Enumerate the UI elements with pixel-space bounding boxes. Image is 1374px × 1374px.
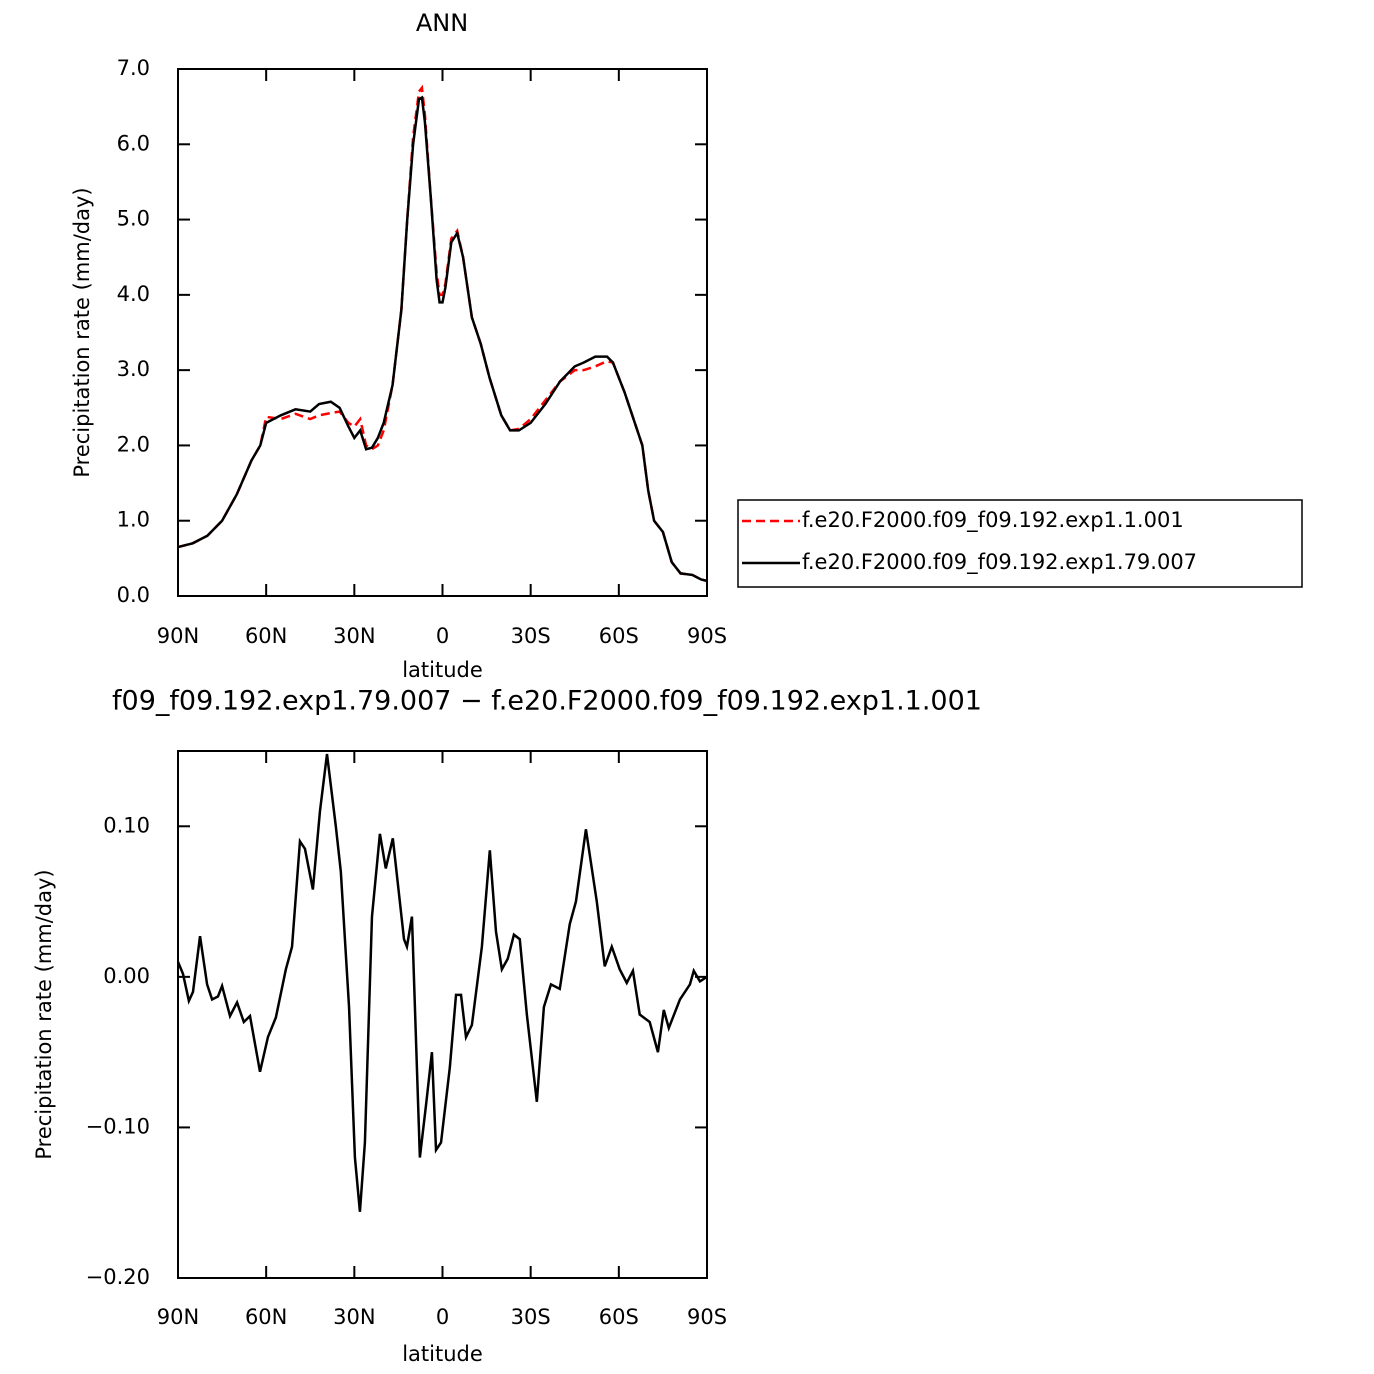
y-tick-label: −0.20	[86, 1265, 150, 1289]
data-line	[177, 95, 708, 583]
chart-title: ANN	[416, 9, 468, 37]
y-tick-label: 4.0	[117, 282, 150, 306]
y-tick-label: 7.0	[117, 56, 150, 80]
data-line	[177, 84, 708, 583]
plot-frame	[177, 68, 708, 597]
y-tick-label: 5.0	[117, 207, 150, 231]
x-tick-label: 60N	[245, 624, 287, 648]
x-tick-label: 90S	[687, 624, 727, 648]
x-tick-label: 90S	[687, 1305, 727, 1329]
y-tick-label: −0.10	[86, 1114, 150, 1138]
chart-title: f09_f09.192.exp1.79.007 − f.e20.F2000.f0…	[112, 686, 982, 717]
y-axis-label: Precipitation rate (mm/day)	[70, 187, 94, 477]
x-tick-label: 30S	[511, 624, 551, 648]
x-tick-label: 60N	[245, 1305, 287, 1329]
x-tick-label: 0	[436, 624, 449, 648]
x-tick-label: 30S	[511, 1305, 551, 1329]
y-tick-label: 2.0	[117, 432, 150, 456]
y-tick-label: 1.0	[117, 508, 150, 532]
x-tick-label: 0	[436, 1305, 449, 1329]
legend-label: f.e20.F2000.f09_f09.192.exp1.1.001	[802, 508, 1184, 533]
data-line	[176, 753, 708, 1212]
y-tick-label: 0.00	[103, 964, 150, 988]
x-tick-label: 30N	[333, 624, 375, 648]
x-axis-label: latitude	[402, 1342, 483, 1366]
x-axis-label: latitude	[402, 658, 483, 682]
x-tick-label: 90N	[157, 1305, 199, 1329]
x-tick-label: 90N	[157, 624, 199, 648]
y-axis-label: Precipitation rate (mm/day)	[32, 869, 56, 1159]
y-tick-label: 3.0	[117, 357, 150, 381]
y-tick-label: 6.0	[117, 131, 150, 155]
y-tick-label: 0.10	[103, 813, 150, 837]
plot-frame	[177, 750, 708, 1279]
legend-label: f.e20.F2000.f09_f09.192.exp1.79.007	[802, 550, 1197, 575]
x-tick-label: 60S	[599, 624, 639, 648]
x-tick-label: 60S	[599, 1305, 639, 1329]
y-tick-label: 0.0	[117, 583, 150, 607]
legend-box	[737, 499, 1303, 588]
x-tick-label: 30N	[333, 1305, 375, 1329]
